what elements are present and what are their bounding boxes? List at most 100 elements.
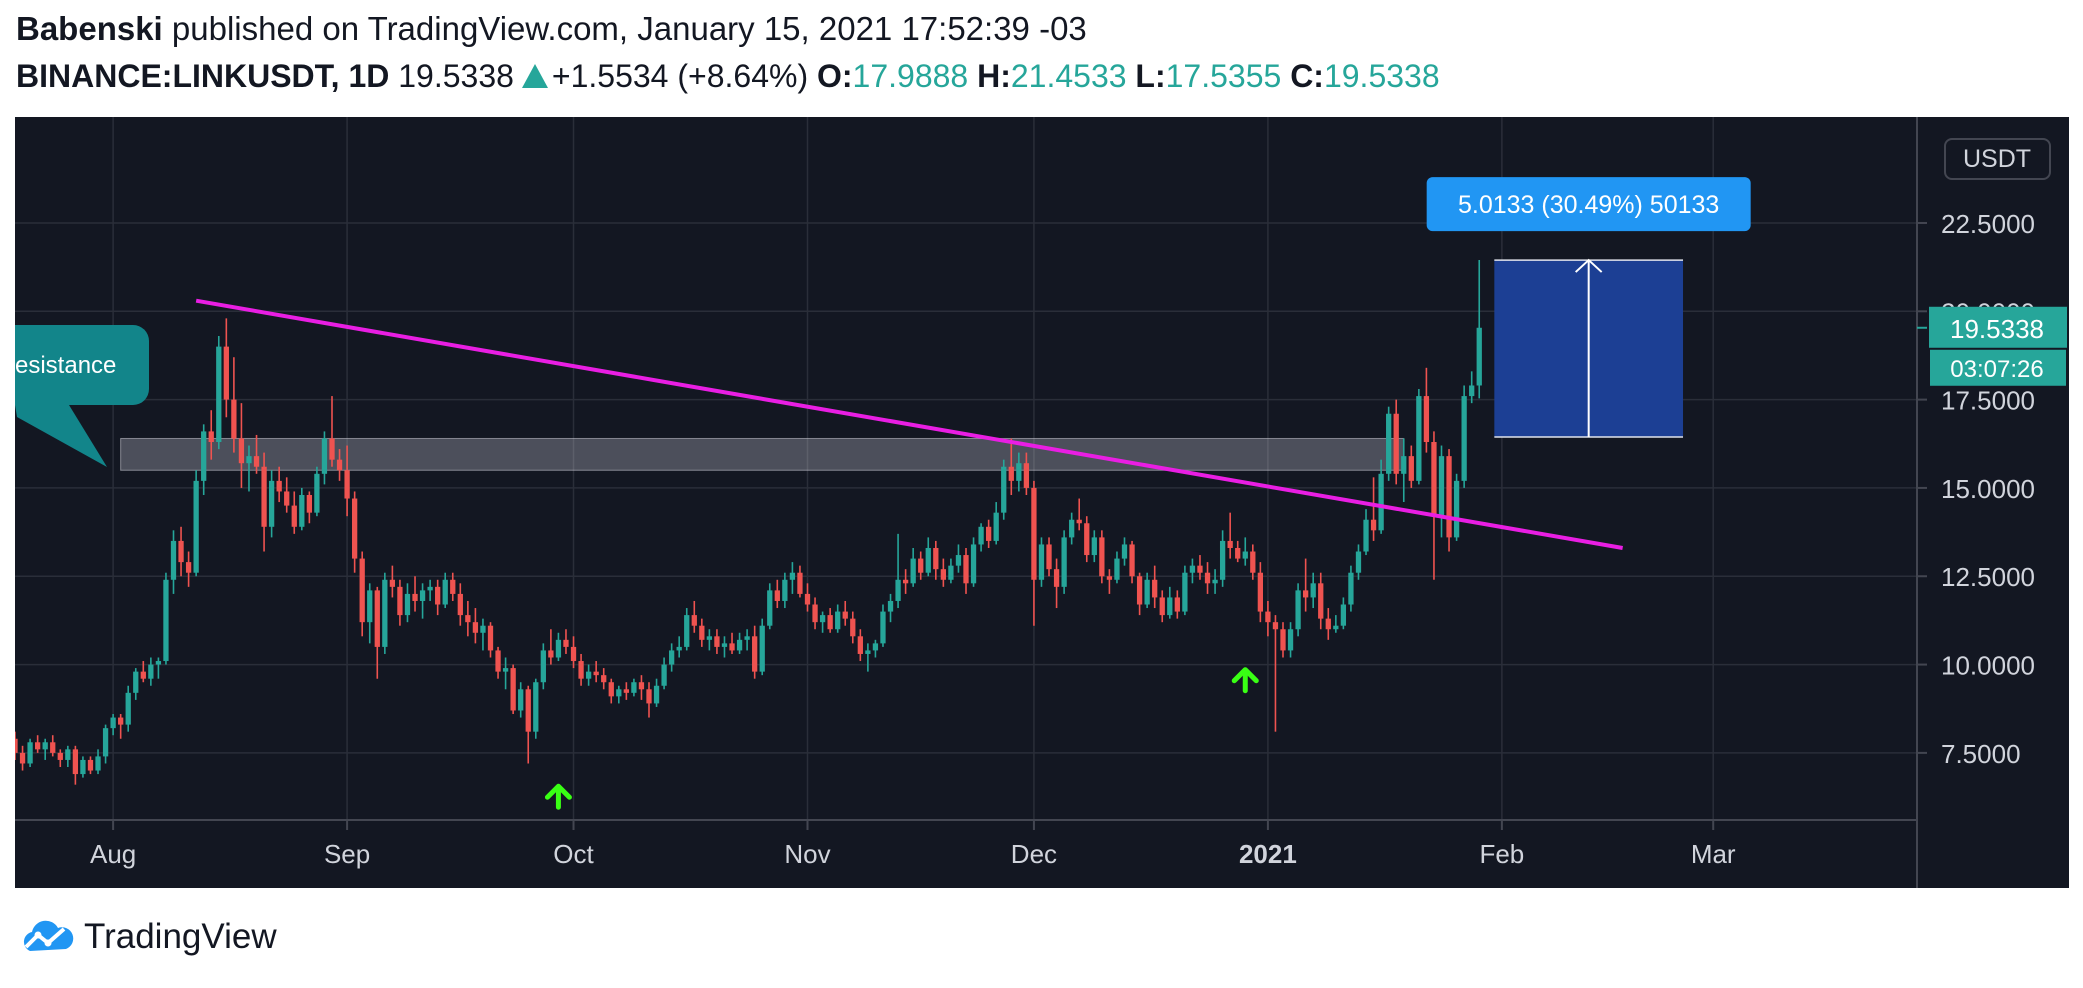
candle-body: [1235, 547, 1241, 559]
candle-body: [140, 671, 146, 679]
candle-body: [570, 646, 577, 662]
candle-body: [653, 685, 660, 704]
candle-body: [397, 586, 403, 616]
candle-body: [1295, 590, 1301, 630]
candle-body: [978, 526, 984, 545]
tradingview-brand[interactable]: TradingView: [20, 917, 277, 957]
usdt-unit-button[interactable]: USDT: [1944, 138, 2051, 180]
candle-body: [1061, 537, 1067, 587]
candle-body: [1265, 611, 1271, 623]
candle-body: [1152, 579, 1158, 598]
candle-body: [948, 565, 954, 580]
candle-body: [118, 717, 124, 725]
candle-body: [284, 491, 290, 506]
candle-body: [344, 470, 350, 499]
candle-body: [238, 438, 245, 464]
candle-body: [729, 643, 735, 651]
publish-info: Babenski published on TradingView.com, J…: [16, 10, 1087, 48]
candle-body: [631, 682, 637, 693]
candle-body: [1325, 618, 1331, 630]
candle-body: [110, 717, 116, 729]
candle-body: [155, 661, 162, 665]
price-chart[interactable]: esistance 5.0133 (30.49%) 50133 7.5000 10…: [15, 117, 2069, 888]
candle-body: [87, 759, 94, 771]
x-tick-label: Nov: [784, 839, 830, 869]
candle-body: [1069, 519, 1075, 538]
candle-body: [555, 639, 562, 658]
candle-body: [744, 636, 750, 640]
candle-body: [329, 438, 335, 460]
candle-body: [178, 540, 184, 563]
candle-body: [1340, 604, 1347, 626]
candle-body: [1363, 519, 1369, 552]
candle-body: [1355, 551, 1362, 573]
trendline[interactable]: [195, 298, 1623, 550]
candle-body: [548, 650, 554, 658]
candle-body: [850, 618, 856, 637]
close-value: 19.5338: [1323, 58, 1440, 94]
candle-body: [752, 636, 758, 672]
candle-body: [336, 459, 343, 471]
candle-body: [1461, 396, 1467, 481]
candle-body: [616, 689, 622, 697]
callout-text: esistance: [15, 352, 116, 379]
up-triangle-icon: [521, 64, 548, 88]
price-range-measure[interactable]: 5.0133 (30.49%) 50133: [1426, 177, 1751, 438]
candle-body: [1008, 466, 1014, 481]
candle-body: [533, 682, 539, 732]
symbol-name: BINANCE:LINKUSDT, 1D: [16, 58, 390, 94]
candle-body: [1303, 590, 1309, 598]
candle-body: [646, 689, 652, 704]
candle-body: [910, 558, 916, 584]
candle-body: [1370, 519, 1377, 531]
candle-body: [1053, 569, 1060, 587]
candle-body: [774, 590, 780, 601]
candle-body: [495, 650, 501, 672]
candle-body: [684, 615, 690, 647]
candle-body: [1280, 629, 1286, 651]
candle-body: [1099, 537, 1105, 577]
candle-body: [1250, 551, 1256, 573]
candle-body: [1182, 572, 1188, 612]
open-label: O:: [816, 58, 853, 94]
author-name: Babenski: [16, 10, 163, 47]
candle-body: [487, 625, 494, 651]
x-tick-label: Aug: [90, 839, 136, 869]
candle-body: [306, 494, 312, 513]
resistance-callout[interactable]: esistance: [15, 325, 149, 467]
candle-body: [993, 512, 999, 541]
candle-body: [1219, 540, 1226, 580]
candle-body: [1121, 544, 1128, 559]
candle-body: [1159, 597, 1165, 616]
candle-body: [1408, 456, 1414, 481]
candle-body: [1469, 385, 1475, 397]
candle-body: [19, 752, 26, 764]
candle-body: [201, 431, 207, 481]
candle-body: [918, 558, 924, 573]
candle-body: [50, 742, 56, 753]
chart-grid: [15, 117, 1917, 820]
candle-body: [185, 562, 192, 573]
candle-body: [699, 625, 705, 640]
measure-label-box: [1426, 177, 1751, 232]
candle-body: [865, 650, 871, 654]
candle-body: [782, 579, 788, 601]
candle-body: [42, 742, 48, 750]
candle-body: [65, 749, 71, 760]
candle-body: [1378, 473, 1384, 531]
candle-body: [1318, 583, 1324, 619]
time-axis[interactable]: Aug Sep Oct Nov Dec 2021 Feb Mar: [90, 820, 1736, 869]
price-axis[interactable]: 7.5000 10.0000 12.5000 15.0000 17.5000 22.500…: [1917, 209, 2035, 769]
candle-body: [835, 611, 841, 630]
up-arrow-icon: [544, 783, 572, 810]
candle-body: [963, 555, 969, 584]
candle-body: [465, 615, 471, 623]
candle-body: [797, 572, 803, 594]
candle-body: [669, 650, 675, 665]
candle-body: [1423, 396, 1430, 443]
up-arrow-icon: [1231, 667, 1259, 694]
x-tick-label: Dec: [1011, 839, 1057, 869]
resistance-zone[interactable]: [120, 437, 1405, 471]
candle-body: [1212, 579, 1218, 584]
candle-body: [382, 579, 388, 647]
